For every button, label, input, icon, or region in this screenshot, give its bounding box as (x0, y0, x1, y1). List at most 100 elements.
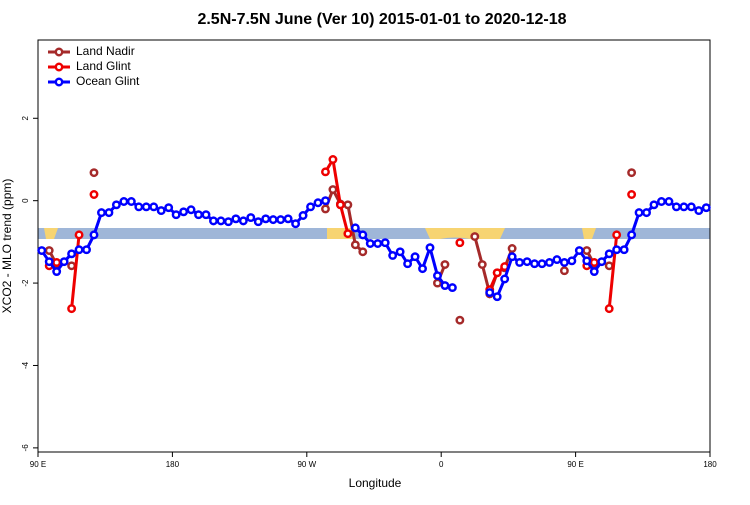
legend-marker (54, 77, 64, 87)
series-marker (649, 200, 659, 210)
series-marker (597, 257, 607, 267)
series-marker (507, 244, 517, 253)
series-marker (231, 214, 241, 224)
series-marker (530, 259, 539, 269)
series-marker (515, 258, 525, 267)
series-marker (74, 245, 84, 255)
series-marker (582, 256, 592, 266)
series-marker (604, 261, 614, 271)
series-marker (440, 260, 450, 269)
series-marker (52, 258, 62, 267)
land-band (44, 228, 58, 239)
series-marker (171, 210, 181, 220)
land-band (425, 228, 505, 239)
x-tick-label: 90 E (567, 460, 583, 469)
series-marker (149, 202, 159, 212)
series-marker (37, 246, 47, 255)
x-tick-label: 90 W (297, 460, 316, 469)
series-marker (321, 196, 330, 206)
series-marker (194, 210, 203, 220)
series-marker (671, 202, 681, 212)
series-marker (612, 230, 622, 240)
series-marker (209, 216, 218, 226)
series-marker (343, 229, 353, 239)
series-marker (582, 246, 592, 255)
y-axis-label: XCO2 - MLO trend (ppm) (0, 179, 14, 314)
series-marker (328, 185, 338, 195)
series-marker (388, 251, 398, 260)
series-marker (97, 208, 106, 218)
series-marker (500, 274, 510, 284)
series-marker (306, 202, 315, 212)
series-marker (238, 216, 248, 226)
series-marker (335, 200, 345, 210)
series-marker (365, 239, 375, 248)
series-marker (67, 304, 77, 314)
series-marker (395, 247, 405, 257)
series-marker (686, 202, 696, 212)
series-marker (507, 252, 517, 262)
legend-label: Land Nadir (76, 44, 135, 58)
series-marker (485, 288, 495, 298)
y-tick-label: 2 (21, 116, 30, 121)
land-band (327, 228, 355, 239)
series-marker (223, 217, 233, 227)
series-marker (455, 238, 465, 248)
series-marker (373, 239, 383, 248)
series-marker (358, 230, 368, 240)
series-marker (104, 208, 114, 218)
series-marker (298, 211, 308, 220)
series-marker (119, 197, 129, 206)
series-marker (619, 245, 629, 255)
series-marker (447, 283, 457, 293)
series-marker (321, 167, 330, 177)
y-tick-label: -4 (21, 361, 30, 369)
series-marker (567, 256, 577, 266)
legend-label: Land Glint (76, 59, 131, 73)
series-line (489, 200, 707, 299)
series-marker (156, 206, 166, 216)
y-tick-label: -2 (21, 279, 30, 287)
y-tick-label: -6 (21, 444, 30, 452)
series-marker (552, 255, 562, 265)
series-marker (433, 271, 442, 281)
series-marker (627, 230, 637, 240)
series-marker (492, 268, 502, 278)
series-marker (321, 204, 330, 214)
series-marker (89, 230, 99, 240)
series-marker (126, 197, 136, 206)
series-marker (82, 245, 91, 255)
series-marker (44, 246, 54, 255)
series-marker (604, 249, 614, 259)
series-marker (268, 215, 278, 225)
series-marker (261, 214, 271, 224)
series-marker (470, 232, 480, 241)
series-marker (44, 257, 54, 267)
series-marker (164, 203, 174, 213)
series-marker (627, 168, 637, 178)
series-marker (679, 202, 689, 212)
series-marker (657, 197, 666, 206)
series-marker (283, 214, 293, 224)
series-marker (559, 266, 569, 276)
series-marker (410, 252, 420, 262)
series-marker (440, 281, 450, 291)
series-marker (134, 202, 144, 212)
series-marker (59, 257, 69, 267)
series-marker (350, 240, 360, 250)
map-band (38, 228, 710, 239)
series-marker (350, 223, 360, 233)
y-tick-label: 0 (21, 198, 30, 203)
series-marker (253, 217, 263, 227)
series-marker (425, 243, 435, 253)
series-marker (634, 208, 644, 218)
series-marker (52, 267, 62, 276)
series-marker (589, 267, 599, 276)
series-marker (201, 210, 211, 220)
ocean-band (38, 228, 710, 239)
series-marker (604, 304, 614, 314)
series-marker (246, 213, 256, 223)
legend-marker (54, 62, 64, 72)
plot-frame (37, 39, 711, 453)
